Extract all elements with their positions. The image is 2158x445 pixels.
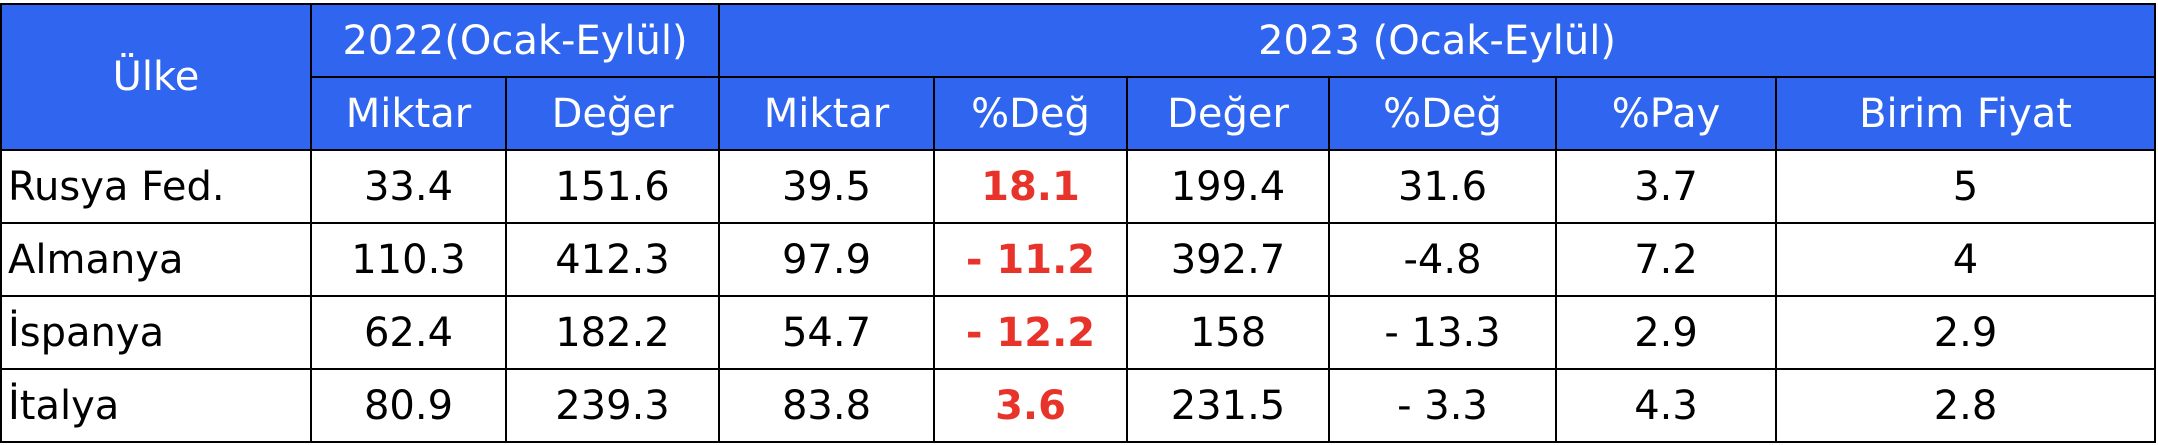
value-cell: 182.2 bbox=[505, 295, 720, 370]
value-cell: 54.7 bbox=[718, 295, 935, 370]
value-cell: - 13.3 bbox=[1328, 295, 1557, 370]
value-cell: 151.6 bbox=[505, 149, 720, 224]
country-cell: Rusya Fed. bbox=[0, 149, 312, 224]
header-cell: %Pay bbox=[1555, 76, 1777, 151]
value-cell: 392.7 bbox=[1126, 222, 1330, 297]
table-row: Rusya Fed. 33.4 151.6 39.5 18.1 199.4 31.6 3.7 5 bbox=[0, 149, 2157, 224]
value-cell: 39.5 bbox=[718, 149, 935, 224]
header-cell: Değer bbox=[1126, 76, 1330, 151]
value-cell: 4 bbox=[1774, 222, 2157, 297]
header-cell: Değer bbox=[505, 76, 720, 151]
header-cell: Birim Fiyat bbox=[1774, 76, 2157, 151]
value-cell: 18.1 bbox=[933, 149, 1128, 224]
value-cell: 4.3 bbox=[1555, 368, 1777, 443]
table-body: Rusya Fed. 33.4 151.6 39.5 18.1 199.4 31.6 3.7 5… bbox=[0, 149, 2157, 443]
table-row: İtalya 80.9 239.3 83.8 3.6 231.5- 3.3 4.3 2.8 bbox=[0, 368, 2157, 443]
value-cell: 158 bbox=[1126, 295, 1330, 370]
value-cell: 2.9 bbox=[1774, 295, 2157, 370]
table-header: Ülke 2022(Ocak-Eylül) 2023 (Ocak-Eylül) … bbox=[0, 3, 2157, 151]
header-group: 2023 (Ocak-Eylül) bbox=[717, 3, 2157, 78]
table-row: İspanya 62.4 182.2 54.7- 12.2 158- 13.3 2.9 2.… bbox=[0, 295, 2157, 370]
value-cell: 62.4 bbox=[310, 295, 507, 370]
country-cell: Almanya bbox=[0, 222, 312, 297]
value-cell: 83.8 bbox=[718, 368, 935, 443]
value-cell: 412.3 bbox=[505, 222, 720, 297]
page: Ülke 2022(Ocak-Eylül) 2023 (Ocak-Eylül) … bbox=[0, 3, 2158, 445]
header-row: Miktar Değer Miktar %Değ Değer %Değ %Pay Birim … bbox=[1, 76, 2157, 151]
header-cell: Miktar bbox=[310, 76, 507, 151]
country-cell: İtalya bbox=[0, 368, 312, 443]
value-cell: 2.8 bbox=[1774, 368, 2157, 443]
value-cell: 80.9 bbox=[310, 368, 507, 443]
value-cell: 231.5 bbox=[1126, 368, 1330, 443]
value-cell: 110.3 bbox=[310, 222, 507, 297]
value-cell: 2.9 bbox=[1555, 295, 1777, 370]
value-cell: - 3.3 bbox=[1328, 368, 1557, 443]
data-table: Ülke 2022(Ocak-Eylül) 2023 (Ocak-Eylül) … bbox=[0, 3, 2157, 443]
value-cell: 239.3 bbox=[505, 368, 720, 443]
value-cell: 7.2 bbox=[1555, 222, 1777, 297]
header-cell: Ülke bbox=[0, 3, 312, 151]
value-cell: 3.7 bbox=[1555, 149, 1777, 224]
value-cell: 33.4 bbox=[310, 149, 507, 224]
value-cell: - 11.2 bbox=[933, 222, 1128, 297]
value-cell: 31.6 bbox=[1328, 149, 1557, 224]
value-cell: -4.8 bbox=[1328, 222, 1557, 297]
table-row: Almanya 110.3 412.3 97.9- 11.2 392.7 -4.8 7.2 4 bbox=[0, 222, 2157, 297]
value-cell: 5 bbox=[1774, 149, 2157, 224]
header-cell: %Değ bbox=[1328, 76, 1557, 151]
country-cell: İspanya bbox=[0, 295, 312, 370]
header-cell: Miktar bbox=[718, 76, 935, 151]
value-cell: 199.4 bbox=[1126, 149, 1330, 224]
header-cell: %Değ bbox=[933, 76, 1128, 151]
header-group: 2022(Ocak-Eylül) bbox=[310, 3, 720, 78]
value-cell: 3.6 bbox=[933, 368, 1128, 443]
value-cell: 97.9 bbox=[718, 222, 935, 297]
value-cell: - 12.2 bbox=[933, 295, 1128, 370]
